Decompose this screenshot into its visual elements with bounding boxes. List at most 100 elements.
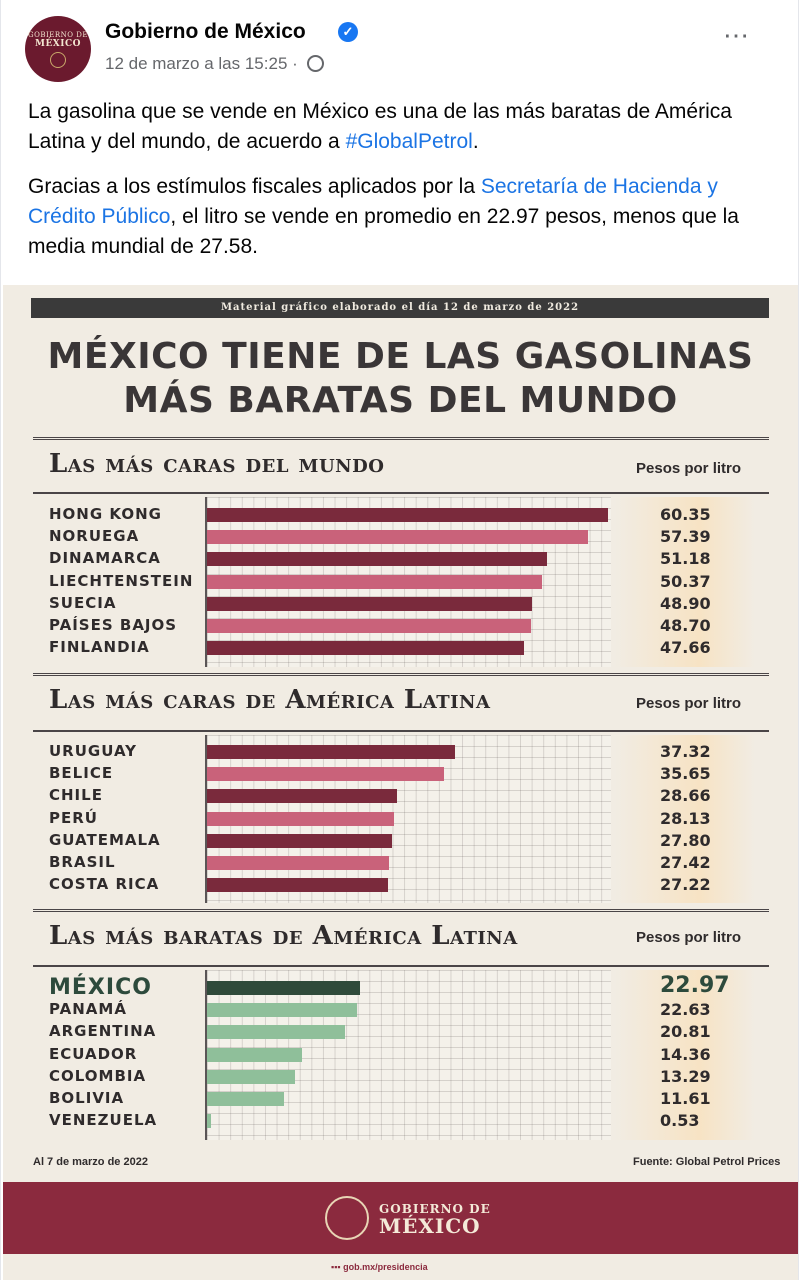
hashtag-link[interactable]: #GlobalPetrol [345, 130, 473, 153]
value-column [615, 735, 755, 903]
chart-category-label: LIECHTENSTEIN [49, 571, 194, 590]
chart-bar [207, 641, 524, 656]
chart-bar [207, 1003, 358, 1018]
chart-bar [207, 789, 398, 804]
avatar-text-top: GOBIERNO DE [28, 30, 88, 39]
globe-icon [306, 55, 324, 72]
title-line-1: MÉXICO TIENE DE LAS GASOLINAS [47, 336, 754, 377]
bottom-strip: ▪▪▪ gob.mx/presidencia [3, 1254, 798, 1280]
verified-badge-icon: ✓ [338, 22, 358, 42]
chart-value-label: 28.66 [660, 786, 711, 806]
chart-bar [207, 1092, 285, 1106]
chart-value-label: 57.39 [660, 527, 711, 547]
chart-bar [207, 508, 608, 522]
section-divider [33, 437, 769, 440]
chart-bar [207, 1114, 211, 1129]
more-options-icon[interactable]: ⋯ [723, 20, 750, 50]
unit-label: Pesos por litro [636, 460, 742, 477]
chart-category-label: PAÍSES BAJOS [49, 616, 178, 634]
post-timestamp[interactable]: 12 de marzo a las 15:25 [105, 54, 288, 73]
chart-category-label: BRASIL [49, 853, 116, 871]
chart-category-label: HONG KONG [49, 505, 162, 523]
post-paragraph-2: Gracias a los estímulos fiscales aplicad… [28, 172, 768, 262]
infographic-image[interactable]: Material gráfico elaborado el día 12 de … [3, 285, 798, 1280]
chart-category-label: PANAMÁ [49, 1000, 127, 1019]
chart-category-label: DINAMARCA [49, 549, 161, 568]
social-link: ▪▪▪ gob.mx/presidencia [331, 1262, 428, 1272]
source-note: Fuente: Global Petrol Prices [633, 1156, 781, 1168]
brand-banner: GOBIERNO DE MÉXICO [3, 1182, 798, 1254]
post-text: , el litro se vende en promedio en 22.97… [28, 205, 739, 258]
chart-category-label: GUATEMALA [49, 830, 161, 849]
chart-bar [207, 596, 532, 611]
chart-category-label: ARGENTINA [49, 1022, 157, 1041]
chart-category-label: COSTA RICA [49, 875, 160, 894]
section-title: Las más caras de América Latina [49, 685, 491, 715]
section-title: Las más caras del mundo [49, 449, 385, 479]
avatar[interactable]: GOBIERNO DE MÉXICO [25, 16, 91, 82]
chart-value-label: 48.90 [660, 593, 711, 613]
chart-bar [207, 1025, 346, 1040]
post-text: Gracias a los estímulos fiscales aplicad… [28, 175, 481, 198]
seal-icon [50, 51, 66, 68]
chart-value-label: 13.29 [660, 1066, 711, 1086]
chart-category-label: FINLANDIA [49, 638, 150, 657]
chart-bar [207, 856, 390, 870]
chart-value-label: 14.36 [660, 1044, 711, 1064]
chart-value-label: 35.65 [660, 764, 711, 784]
section-title: Las más baratas de América Latina [49, 921, 518, 951]
post-meta: 12 de marzo a las 15:25 · [105, 54, 324, 74]
chart-category-label: CHILE [49, 786, 103, 805]
brand-line-1: GOBIERNO DE [379, 1202, 491, 1216]
infographic-title: MÉXICO TIENE DE LAS GASOLINAS MÁS BARATA… [3, 335, 798, 423]
chart-value-label: 28.13 [660, 808, 711, 828]
chart-category-label: MÉXICO [49, 975, 152, 1000]
chart-bar [207, 530, 589, 545]
chart-bar [207, 811, 394, 826]
post-header: GOBIERNO DE MÉXICO Gobierno de México ✓ … [1, 0, 799, 90]
brand-line-2: MÉXICO [379, 1214, 481, 1238]
chart-category-label: ECUADOR [49, 1044, 138, 1063]
chart-bar [207, 767, 444, 782]
chart-bar [207, 745, 455, 759]
section-divider [33, 909, 769, 912]
chart-bar [207, 619, 531, 633]
chart-value-label: 47.66 [660, 638, 711, 658]
chart-category-label: VENEZUELA [49, 1111, 158, 1130]
chart-value-label: 51.18 [660, 549, 711, 569]
chart-bar [207, 552, 548, 567]
author-name[interactable]: Gobierno de México [105, 20, 306, 43]
post-text-end: . [472, 130, 479, 153]
section-rule [33, 730, 769, 732]
chart-category-label: URUGUAY [49, 742, 137, 760]
avatar-text-bottom: MÉXICO [34, 38, 82, 49]
chart-category-label: BOLIVIA [49, 1089, 125, 1107]
unit-label: Pesos por litro [636, 929, 742, 946]
chart-category-label: PERÚ [49, 808, 98, 827]
value-column [615, 497, 755, 667]
chart-value-label: 0.53 [660, 1111, 700, 1131]
chart-value-label: 60.35 [660, 505, 711, 524]
chart-category-label: COLOMBIA [49, 1066, 147, 1085]
unit-label: Pesos por litro [636, 695, 742, 712]
post-text: La gasolina que se vende en México es un… [28, 100, 732, 153]
infographic-date-band: Material gráfico elaborado el día 12 de … [31, 298, 769, 318]
chart-value-label: 27.80 [660, 830, 711, 850]
value-column [615, 970, 755, 1140]
social-url: gob.mx/presidencia [343, 1262, 428, 1272]
chart-value-label: 22.63 [660, 1000, 711, 1020]
meta-separator: · [292, 54, 298, 73]
chart-category-label: BELICE [49, 764, 114, 783]
seal-icon [325, 1196, 369, 1240]
page-mention-link[interactable]: Secretaría de Hacienda y Crédito Público [28, 175, 718, 228]
chart-value-label: 11.61 [660, 1089, 711, 1108]
chart-value-label: 27.22 [660, 875, 711, 895]
chart-value-label: 50.37 [660, 571, 711, 591]
post-paragraph-1: La gasolina que se vende en México es un… [28, 97, 768, 157]
title-line-2: MÁS BARATAS DEL MUNDO [123, 380, 678, 421]
chart-bar [207, 833, 392, 848]
chart-bar [207, 1069, 296, 1084]
section-rule [33, 965, 769, 967]
chart-category-label: SUECIA [49, 593, 117, 612]
